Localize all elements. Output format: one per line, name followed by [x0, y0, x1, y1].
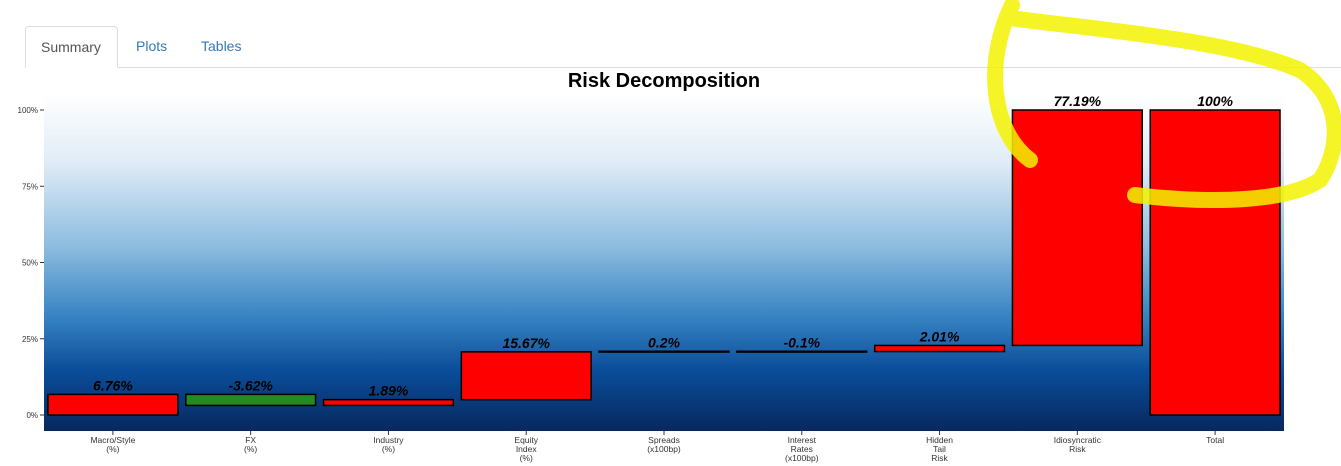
x-tick-label: Interest Rates (x100bp)	[785, 435, 819, 463]
waterfall-bar	[873, 344, 1006, 353]
waterfall-bar	[598, 350, 730, 353]
waterfall-bar	[460, 351, 592, 401]
waterfall-bar	[47, 393, 179, 416]
data-label: -0.1%	[783, 334, 820, 350]
x-tick-label: Industry (%)	[373, 435, 404, 454]
tab-plots[interactable]: Plots	[136, 38, 168, 54]
x-tick-label: Macro/Style (%)	[90, 435, 135, 454]
data-label: 2.01%	[919, 328, 960, 344]
x-tick-label: Hidden Tail Risk	[926, 435, 953, 463]
data-label: 15.67%	[502, 335, 550, 351]
waterfall-bar	[736, 350, 868, 353]
y-tick-label: 75%	[22, 182, 38, 191]
x-tick-label: FX (%)	[244, 435, 257, 454]
tab-bar: Summary Plots Tables	[25, 26, 1341, 68]
y-tick-label: 0%	[26, 411, 38, 420]
data-label: -3.62%	[228, 377, 273, 393]
x-tick-label: Total	[1206, 435, 1224, 445]
y-tick-label: 25%	[22, 335, 38, 344]
data-label: 100%	[1197, 93, 1233, 109]
x-tick-label: Spreads (x100bp)	[647, 435, 681, 454]
tab-summary[interactable]: Summary	[25, 26, 118, 68]
highlight-scribble	[987, 0, 1341, 208]
chart-title: Risk Decomposition	[568, 70, 760, 92]
y-tick-label: 100%	[18, 106, 38, 115]
waterfall-bar	[185, 393, 317, 407]
y-tick-label: 50%	[22, 259, 38, 268]
x-tick-label: Idiosyncratic Risk	[1054, 435, 1102, 454]
tab-tables[interactable]: Tables	[201, 38, 242, 54]
data-label: 0.2%	[648, 334, 680, 350]
waterfall-bar	[322, 398, 455, 407]
data-label: 6.76%	[93, 377, 133, 393]
x-tick-label: Equity Index (%)	[514, 435, 538, 463]
data-label: 77.19%	[1054, 93, 1102, 109]
waterfall-bar	[1149, 109, 1281, 416]
data-label: 1.89%	[369, 383, 409, 399]
waterfall-bar	[1011, 109, 1143, 347]
